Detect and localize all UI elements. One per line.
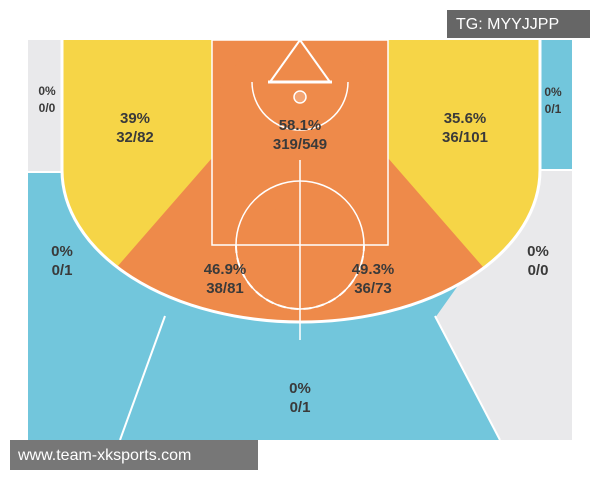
- watermark-box: [447, 10, 590, 38]
- zone-shots: 0/1: [52, 262, 73, 279]
- zone-shots: 319/549: [273, 136, 327, 153]
- zone-label: 58.1% 319/549: [273, 117, 327, 153]
- zone-label: 0%0/0: [527, 243, 549, 279]
- zone-label: 0%0/0: [38, 84, 56, 115]
- zone-label: 0%0/1: [544, 85, 562, 116]
- court: [28, 38, 572, 441]
- zone-shots: 0/1: [545, 102, 562, 116]
- zone-percent: 0%: [289, 380, 311, 397]
- zone-label: 0%0/1: [289, 380, 311, 416]
- zone-label: 46.9% 38/81: [204, 261, 247, 297]
- zone-percent: 46.9%: [204, 261, 247, 278]
- zone-shots: 36/73: [354, 280, 392, 297]
- zone-right-wing: [435, 170, 572, 440]
- zone-label: 39% 32/82: [116, 110, 154, 146]
- zone-percent: 39%: [120, 110, 150, 127]
- watermark-box: [10, 440, 258, 470]
- zone-shots: 36/101: [442, 129, 488, 146]
- zone-percent: 35.6%: [444, 110, 487, 127]
- zone-percent: 0%: [51, 243, 73, 260]
- zone-shots: 0/0: [39, 101, 56, 115]
- zone-percent: 0%: [544, 85, 562, 99]
- zone-label: 49.3% 36/73: [352, 261, 395, 297]
- zone-shots: 32/82: [116, 129, 154, 146]
- zone-percent: 0%: [38, 84, 56, 98]
- zone-label: 35.6% 36/101: [442, 110, 488, 146]
- watermark-bottom: www.team-xksports.com: [17, 447, 191, 464]
- zone-percent: 0%: [527, 243, 549, 260]
- zone-label: 0%0/1: [51, 243, 73, 279]
- zone-shots: 0/1: [290, 399, 311, 416]
- zone-shots: 38/81: [206, 280, 244, 297]
- zone-shots: 0/0: [528, 262, 549, 279]
- zone-left-corner: [28, 40, 62, 172]
- watermark-top: TG: MYYJJPP: [456, 16, 559, 33]
- zone-percent: 49.3%: [352, 261, 395, 278]
- zone-percent: 58.1%: [279, 117, 322, 134]
